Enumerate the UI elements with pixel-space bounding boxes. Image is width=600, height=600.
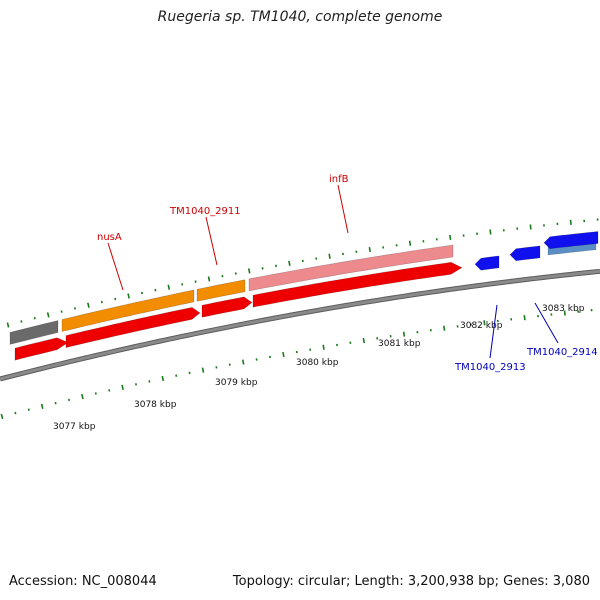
inner-tick-27 xyxy=(362,337,365,344)
feature-track xyxy=(9,231,599,361)
accession-text: Accession: NC_008044 xyxy=(9,574,157,589)
inner-tick-track xyxy=(0,308,593,420)
scale-label-3081: 3081 kbp xyxy=(378,339,421,349)
outer-tick-21 xyxy=(288,260,291,266)
inner-tick-1 xyxy=(14,411,17,415)
outer-tick-39 xyxy=(529,224,532,230)
gene-grey xyxy=(9,320,59,345)
cds-reverse-2 xyxy=(509,245,541,262)
outer-tick-4 xyxy=(60,310,63,313)
scale-label-3078: 3078 kbp xyxy=(134,400,177,410)
inner-tick-2 xyxy=(27,408,30,411)
inner-tick-42 xyxy=(563,310,566,316)
genome-backbone xyxy=(0,269,600,381)
gene-TM1040_2911 xyxy=(196,279,246,302)
outer-tick-track xyxy=(6,218,599,328)
map-title: Ruegeria sp. TM1040, complete genome xyxy=(157,9,443,25)
inner-tick-3 xyxy=(40,403,44,409)
cds-TM1040_2911 xyxy=(201,296,253,318)
gene-infB xyxy=(248,244,454,292)
scale-label-3082: 3082 kbp xyxy=(460,321,503,331)
gene-nusA xyxy=(61,289,195,332)
inner-tick-0 xyxy=(0,413,4,420)
outer-tick-3 xyxy=(46,312,50,318)
outer-tick-33 xyxy=(449,234,452,241)
leader-nusA xyxy=(107,242,124,291)
inner-tick-21 xyxy=(282,351,285,358)
outer-tick-5 xyxy=(73,307,77,310)
scale-label-3079: 3079 kbp xyxy=(215,378,258,388)
gene-label-TM1040_2911[interactable]: TM1040_2911 xyxy=(169,206,241,217)
gene-label-TM1040_2914[interactable]: TM1040_2914 xyxy=(526,347,598,358)
outer-tick-0 xyxy=(6,322,10,328)
outer-tick-18 xyxy=(247,268,251,274)
scale-label-3083: 3083 kbp xyxy=(542,304,585,314)
inner-tick-33 xyxy=(443,325,446,331)
inner-tick-24 xyxy=(322,344,325,350)
scale-label-3080: 3080 kbp xyxy=(296,358,339,368)
outer-tick-12 xyxy=(167,284,171,290)
leader-TM1040_2914 xyxy=(534,302,559,344)
label-leaders xyxy=(107,184,559,359)
cds-TM1040_2913 xyxy=(474,255,500,271)
inner-tick-36 xyxy=(483,320,486,326)
inner-tick-18 xyxy=(241,359,245,365)
outer-tick-30 xyxy=(408,240,412,246)
inner-tick-4 xyxy=(54,401,57,405)
outer-tick-42 xyxy=(569,219,572,225)
gene-label-TM1040_2913[interactable]: TM1040_2913 xyxy=(454,362,526,373)
leader-TM1040_2911 xyxy=(205,216,218,266)
outer-tick-9 xyxy=(127,293,130,299)
leader-TM1040_2913 xyxy=(489,304,498,359)
cds-infB xyxy=(252,261,463,308)
inner-tick-12 xyxy=(161,375,165,382)
cds-1 xyxy=(14,337,69,361)
cds-nusA xyxy=(65,307,201,348)
genome-summary-text: Topology: circular; Length: 3,200,938 bp… xyxy=(232,574,590,589)
outer-tick-27 xyxy=(368,246,371,253)
inner-tick-6 xyxy=(81,394,84,400)
outer-tick-15 xyxy=(207,276,211,282)
outer-tick-1 xyxy=(20,320,23,323)
inner-tick-39 xyxy=(523,315,526,321)
gene-label-infB[interactable]: infB xyxy=(329,174,349,185)
outer-tick-24 xyxy=(328,253,331,259)
outer-tick-2 xyxy=(33,316,36,320)
inner-tick-9 xyxy=(121,384,124,390)
inner-tick-15 xyxy=(201,367,205,373)
gene-label-nusA[interactable]: nusA xyxy=(97,232,122,243)
outer-tick-36 xyxy=(489,229,492,235)
inner-tick-5 xyxy=(67,398,71,402)
inner-tick-30 xyxy=(402,331,406,337)
cds-TM1040_2914 xyxy=(543,231,599,250)
scale-label-3077: 3077 kbp xyxy=(53,422,96,432)
leader-infB xyxy=(337,184,349,234)
outer-tick-6 xyxy=(87,302,90,308)
